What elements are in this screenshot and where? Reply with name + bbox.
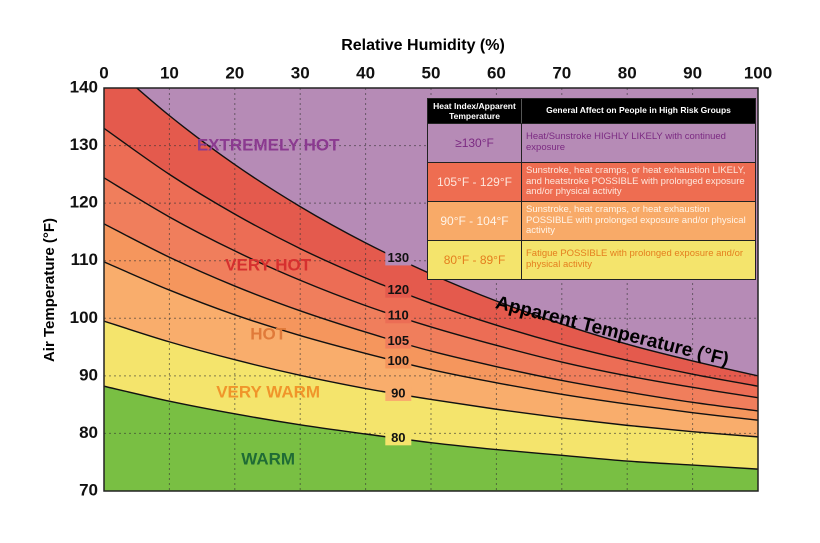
- table-header: Heat Index/Apparent Temperature General A…: [428, 99, 755, 123]
- effect-cell: Fatigue POSSIBLE with prolonged exposure…: [526, 248, 744, 270]
- curve-label-bg: [385, 354, 412, 369]
- x-axis-title: Relative Humidity (%): [341, 37, 505, 54]
- curve-label: 90: [391, 385, 405, 400]
- zone-label: HOT: [250, 324, 287, 343]
- effect-cell: Heat/Sunstroke HIGHLY LIKELY with contin…: [526, 131, 726, 153]
- curve-line: [104, 177, 758, 399]
- x-tick-label: 40: [356, 63, 375, 82]
- table-row: 80°F - 89°F Fatigue POSSIBLE with prolong…: [428, 240, 755, 279]
- y-tick-label: 90: [79, 365, 98, 384]
- range-cell: ≥130°F: [428, 124, 522, 162]
- y-tick-label: 70: [79, 480, 98, 499]
- curve-label: 105: [387, 333, 409, 348]
- header-cell: General Affect on People in High Risk Gr…: [546, 105, 731, 116]
- x-tick-label: 80: [618, 63, 637, 82]
- header-cell: Heat Index/Apparent Temperature: [428, 99, 522, 123]
- y-tick-label: 80: [79, 423, 98, 442]
- curve-line: [104, 320, 758, 438]
- zone-label: WARM: [241, 449, 295, 468]
- x-tick-label: 100: [744, 63, 772, 82]
- zone-label: VERY WARM: [216, 383, 320, 402]
- x-tick-label: 60: [487, 63, 506, 82]
- curve-line: [104, 223, 758, 412]
- y-tick-label: 130: [70, 135, 98, 154]
- y-tick-label: 140: [70, 77, 98, 96]
- curve-label: 110: [388, 308, 409, 323]
- x-tick-label: 90: [683, 63, 702, 82]
- curve-label: 100: [387, 353, 409, 368]
- curve-label-bg: [385, 386, 412, 401]
- range-cell: 80°F - 89°F: [428, 241, 522, 279]
- x-tick-label: 70: [552, 63, 571, 82]
- curve-label-bg: [385, 251, 412, 266]
- y-axis-title: Air Temperature (°F): [41, 218, 58, 362]
- curve-label: 80: [391, 430, 405, 445]
- table-row: 105°F - 129°F Sunstroke, heat cramps, or …: [428, 162, 755, 201]
- legend-table: Heat Index/Apparent Temperature General A…: [427, 98, 756, 280]
- curve-label: 120: [387, 282, 409, 297]
- x-tick-label: 20: [225, 63, 244, 82]
- curve-label-bg: [385, 334, 412, 349]
- curve-line: [104, 127, 758, 387]
- x-tick-label: 0: [99, 63, 108, 82]
- curve-label: 130: [387, 250, 409, 265]
- y-tick-label: 110: [71, 250, 98, 269]
- range-cell: 90°F - 104°F: [428, 202, 522, 240]
- plot-frame: [103, 87, 759, 492]
- curve-label-bg: [385, 283, 412, 298]
- curve-line: [104, 261, 758, 421]
- table-row: 90°F - 104°F Sunstroke, heat cramps, or h…: [428, 201, 755, 240]
- x-tick-label: 30: [291, 63, 310, 82]
- range-cell: 105°F - 129°F: [428, 163, 522, 201]
- curve-label-bg: [385, 431, 412, 446]
- effect-cell: Sunstroke, heat cramps, or heat exhausti…: [526, 164, 746, 198]
- zone-label: VERY HOT: [225, 255, 312, 274]
- x-tick-label: 10: [160, 63, 179, 82]
- curve-label-bg: [385, 309, 412, 324]
- y-tick-label: 100: [70, 308, 98, 327]
- x-tick-label: 50: [422, 63, 441, 82]
- effect-cell: Sunstroke, heat cramps, or heat exhausti…: [526, 203, 746, 237]
- y-tick-label: 120: [70, 193, 98, 212]
- table-row: ≥130°F Heat/Sunstroke HIGHLY LIKELY with …: [428, 123, 755, 162]
- zone-label: EXTREMELY HOT: [197, 136, 340, 155]
- curve-line: [104, 385, 758, 470]
